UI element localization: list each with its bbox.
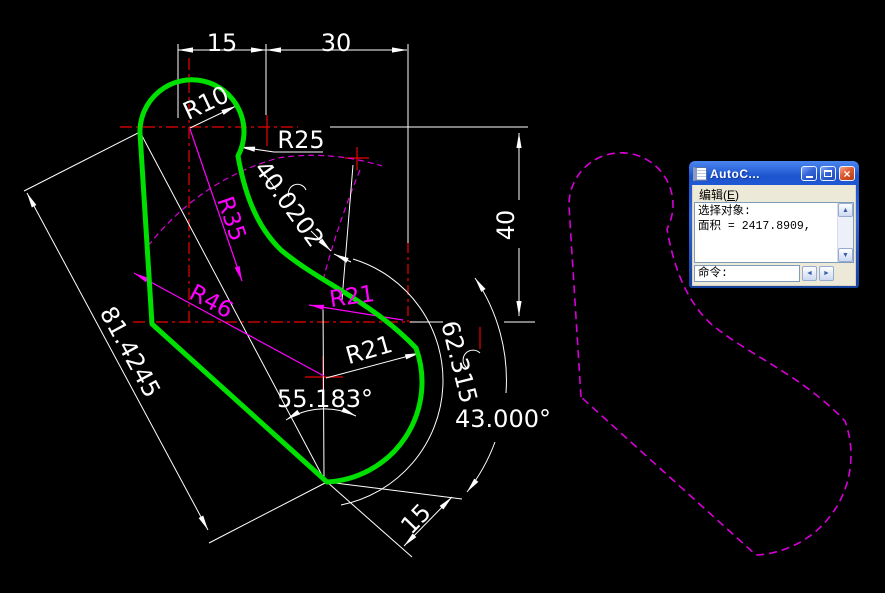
dim-arc-40-upper[interactable] xyxy=(257,165,277,191)
measured-segment-81 xyxy=(139,131,326,482)
menu-edit-key: E xyxy=(727,188,736,202)
construction-arcs xyxy=(147,154,383,285)
dim-arrow-40-opposite[interactable] xyxy=(333,253,352,263)
menu-edit-pre: 编辑( xyxy=(699,188,727,202)
window-title: AutoC... xyxy=(710,166,760,181)
ext-ray-15-lower xyxy=(326,481,413,558)
dim-leader-r25[interactable] xyxy=(239,146,323,153)
maximize-icon xyxy=(824,170,832,177)
dim-arc-62 xyxy=(340,258,444,506)
close-icon: × xyxy=(843,166,851,181)
dim-text-r21-white[interactable]: R21 xyxy=(342,330,395,370)
console-line-area-result: 面积 = 2417.8909, xyxy=(698,220,811,233)
dim-line-r35[interactable] xyxy=(189,128,243,282)
dimension-texts: 15 30 40 R10 R25 40.0202 R21 62.315 55.1… xyxy=(94,29,551,540)
construction-arc-vertical xyxy=(321,169,361,285)
dim-arc-40-lower[interactable] xyxy=(310,230,332,252)
dim-text-r35[interactable]: R35 xyxy=(211,193,250,244)
dim-text-40-right[interactable]: 40 xyxy=(492,210,520,241)
dim-text-30-top[interactable]: 30 xyxy=(321,29,352,57)
ext-line-81-bottom xyxy=(208,481,328,544)
scroll-left-button[interactable]: ◄ xyxy=(802,266,817,281)
scroll-up-button[interactable]: ▲ xyxy=(838,203,853,217)
close-button[interactable]: × xyxy=(839,166,855,181)
arc-length-symbol-40 xyxy=(287,183,307,198)
dim-arc-43-upper[interactable] xyxy=(474,277,507,394)
ext-line-81-top xyxy=(23,131,141,192)
scroll-up-icon: ▲ xyxy=(842,206,849,214)
maximize-button[interactable] xyxy=(820,166,836,181)
window-body: 编辑(E) 选择对象: 面积 = 2417.8909, ▲ ▼ 命令: ◄ ► xyxy=(692,185,856,286)
dim-text-arclen-40[interactable]: 40.0202 xyxy=(249,156,330,253)
menu-item-edit[interactable]: 编辑(E) xyxy=(699,188,739,202)
menu-edit-post: ) xyxy=(735,188,740,202)
acad-text-window[interactable]: AutoC... × 编辑(E) 选择对象: 面积 = 2417.8909, ▲… xyxy=(689,161,859,288)
dim-text-r21-magenta[interactable]: R21 xyxy=(328,281,376,313)
window-title-bar[interactable]: AutoC... × xyxy=(692,161,856,185)
minimize-icon xyxy=(805,176,813,178)
dim-text-81[interactable]: 81.4245 xyxy=(94,302,166,403)
dim-line-r21-white[interactable] xyxy=(325,352,421,379)
dim-line-15-bottom[interactable] xyxy=(403,496,453,547)
dimension-lines[interactable] xyxy=(26,47,522,547)
dim-text-15-top[interactable]: 15 xyxy=(207,29,238,57)
notepad-icon xyxy=(693,166,707,181)
dim-text-r25[interactable]: R25 xyxy=(277,126,324,154)
dim-arc-55[interactable] xyxy=(285,407,357,421)
dim-line-r21-magenta[interactable] xyxy=(308,304,404,321)
scroll-right-icon: ► xyxy=(823,270,830,277)
scroll-right-button[interactable]: ► xyxy=(819,266,834,281)
dim-leader-r10[interactable] xyxy=(189,105,237,129)
scroll-left-icon: ◄ xyxy=(806,270,813,277)
minimize-button[interactable] xyxy=(801,166,817,181)
dim-text-r10[interactable]: R10 xyxy=(179,80,234,125)
dim-arc-43-lower[interactable] xyxy=(466,441,496,493)
vertical-scrollbar[interactable]: ▲ ▼ xyxy=(837,203,853,262)
vertex-ray-vertical xyxy=(322,304,325,478)
dimension-lines-magenta[interactable] xyxy=(133,128,404,377)
dim-text-angle-43[interactable]: 43.000° xyxy=(455,405,551,433)
dim-line-81[interactable] xyxy=(26,192,209,531)
profile-copy-selected[interactable] xyxy=(568,151,852,556)
dim-line-r46[interactable] xyxy=(133,272,325,377)
dim-text-angle-55[interactable]: 55.183° xyxy=(277,385,373,413)
command-row: 命令: ◄ ► xyxy=(694,265,854,282)
ext-ray-15-upper xyxy=(326,481,463,500)
menu-bar[interactable]: 编辑(E) xyxy=(694,185,854,202)
command-input[interactable]: 命令: xyxy=(694,265,800,282)
ext-line-arclen xyxy=(341,164,354,301)
dim-text-15-bottom[interactable]: 15 xyxy=(395,498,436,539)
arc-length-symbol-62 xyxy=(462,349,481,368)
profile-outline[interactable] xyxy=(137,77,425,485)
extension-lines xyxy=(23,44,535,558)
console-line-select-objects: 选择对象: xyxy=(698,205,751,218)
scroll-down-icon: ▼ xyxy=(842,251,849,259)
dim-text-r46[interactable]: R46 xyxy=(185,280,237,324)
scroll-down-button[interactable]: ▼ xyxy=(838,248,853,262)
command-history-area[interactable]: 选择对象: 面积 = 2417.8909, ▲ ▼ xyxy=(694,202,854,263)
